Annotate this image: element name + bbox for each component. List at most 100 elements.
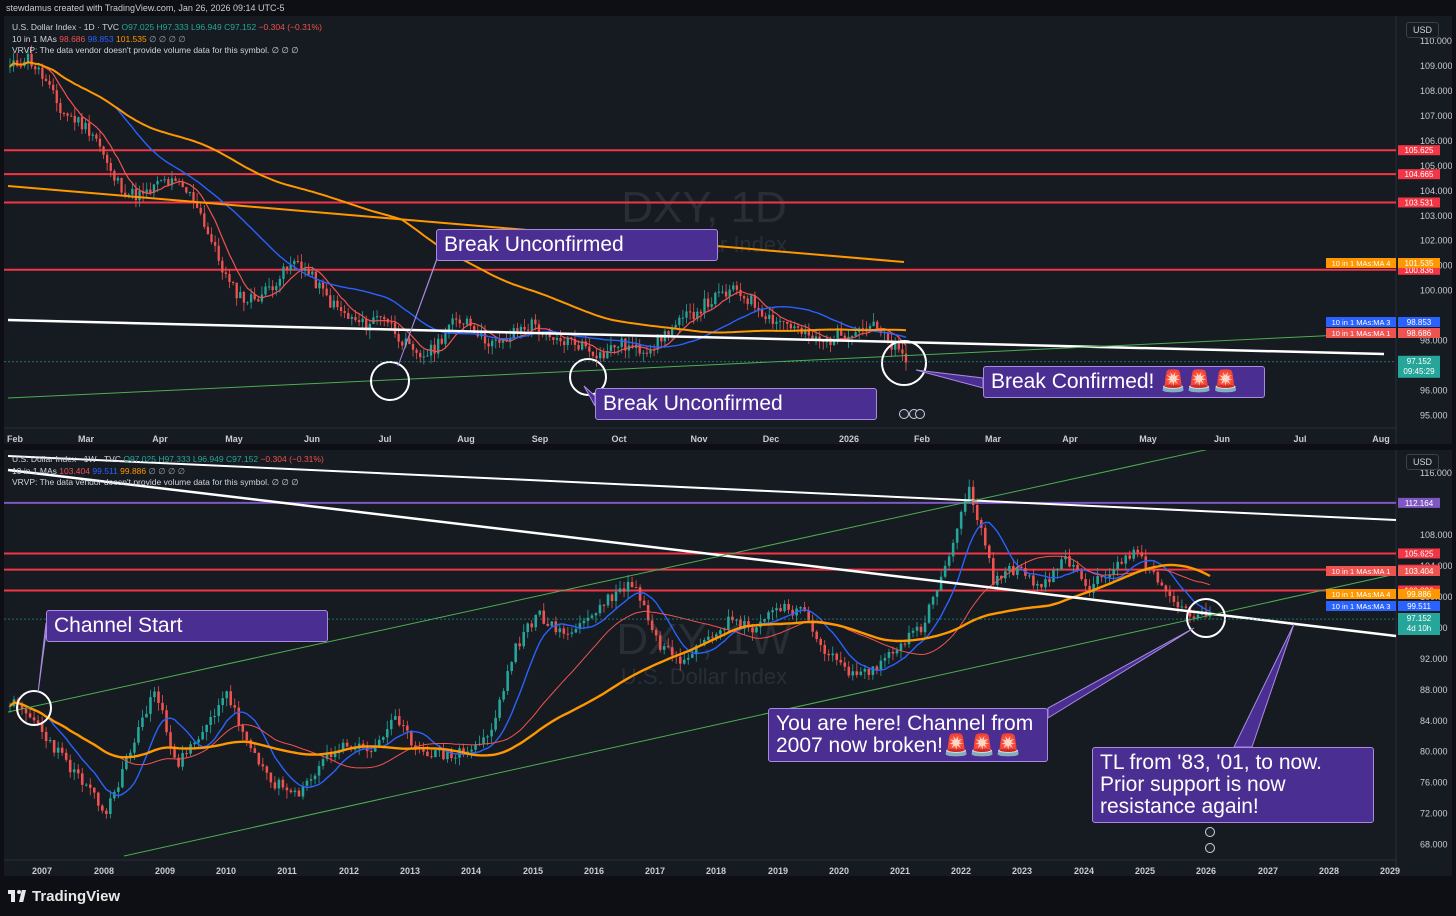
weekly-candle-body <box>867 668 871 675</box>
daily-level-tag-bg-0 <box>1398 145 1440 156</box>
daily-candle-body <box>750 295 753 305</box>
weekly-candle-body <box>931 596 935 605</box>
daily-candle-body <box>84 122 87 130</box>
daily-candle-body <box>688 311 692 313</box>
daily-ma-value-1: 98.853 <box>1407 318 1432 327</box>
weekly-candle-body <box>715 634 718 638</box>
daily-chart-svg[interactable]: DXY, 1DU.S. Dollar Index110.000109.00010… <box>4 16 1452 444</box>
weekly-candle-body <box>670 647 674 656</box>
daily-candle-body <box>199 207 202 214</box>
daily-candle-body <box>670 327 674 337</box>
weekly-candle-body <box>1032 575 1035 586</box>
daily-chart-pane[interactable]: DXY, 1DU.S. Dollar Index110.000109.00010… <box>4 16 1452 444</box>
weekly-highlight-circle-0 <box>16 690 52 726</box>
weekly-candle-body <box>88 784 92 788</box>
weekly-legend-ma3: 99.511 <box>92 465 118 476</box>
weekly-candle-body <box>345 742 349 747</box>
weekly-candle-body <box>402 725 405 727</box>
daily-candle-body <box>296 260 300 262</box>
weekly-x-tick-12: 2019 <box>768 866 788 876</box>
weekly-candle-body <box>763 619 766 622</box>
weekly-candle-body <box>1164 585 1168 592</box>
weekly-candle-body <box>1056 569 1059 571</box>
daily-trendline-1 <box>7 332 1385 399</box>
weekly-candle-body <box>562 628 566 634</box>
weekly-candle-body <box>686 657 690 660</box>
daily-currency-button[interactable]: USD <box>1406 22 1440 38</box>
weekly-candle-body <box>434 750 437 758</box>
weekly-candle-body <box>658 635 662 650</box>
weekly-candle-body <box>305 780 309 786</box>
weekly-candle-body <box>574 628 578 633</box>
weekly-candle-body <box>947 556 951 566</box>
daily-candle-body <box>757 307 760 310</box>
weekly-candle-body <box>253 748 257 753</box>
daily-candle-body <box>239 292 242 299</box>
daily-legend-low: L96.949 <box>190 22 222 32</box>
daily-legend-open: O97.025 <box>121 22 155 32</box>
daily-legend-close: C97.152 <box>224 22 257 32</box>
weekly-candle-body <box>1076 564 1079 571</box>
weekly-candle-body <box>229 691 233 706</box>
daily-candle-body <box>458 319 461 324</box>
daily-candle-body <box>88 122 91 136</box>
daily-candle-body <box>836 329 839 342</box>
daily-candle-body <box>728 289 731 297</box>
weekly-candle-body <box>747 621 750 628</box>
weekly-candle-body <box>470 749 473 752</box>
weekly-candle-body <box>895 650 899 654</box>
weekly-candle-body <box>410 730 413 746</box>
daily-candle-body <box>516 328 519 333</box>
daily-candle-body <box>598 352 602 359</box>
weekly-candle-body <box>943 565 947 577</box>
weekly-candle-body <box>991 558 995 585</box>
weekly-candle-body <box>614 591 618 602</box>
weekly-candle-body <box>1136 549 1140 553</box>
weekly-ma-label-bg-0 <box>1326 566 1396 576</box>
weekly-candle-body <box>157 691 160 703</box>
daily-candle-body <box>19 65 22 67</box>
weekly-x-tick-4: 2011 <box>277 866 297 876</box>
weekly-candle-body <box>277 779 281 789</box>
daily-trendline-2 <box>7 185 905 263</box>
daily-candle-body <box>246 302 249 304</box>
weekly-candle-body <box>406 725 409 731</box>
daily-candle-body <box>217 245 220 261</box>
tradingview-brand[interactable]: TradingView <box>8 888 120 905</box>
weekly-chart-pane[interactable]: DXY, 1WU.S. Dollar Index116.000108.00010… <box>4 450 1452 876</box>
weekly-candle-body <box>1196 614 1200 619</box>
weekly-candle-body <box>847 666 851 676</box>
weekly-candle-body <box>807 611 810 621</box>
weekly-ma3-line <box>9 521 1211 797</box>
daily-x-tick-4: Jun <box>304 434 320 444</box>
daily-candle-body <box>753 295 757 308</box>
daily-candle-body <box>498 339 501 343</box>
weekly-chart-svg[interactable]: DXY, 1WU.S. Dollar Index116.000108.00010… <box>4 450 1452 876</box>
daily-candle-body <box>375 316 379 318</box>
weekly-candle-body <box>1088 585 1091 593</box>
weekly-callout-channel-start: Channel Start <box>46 610 328 642</box>
weekly-x-tick-14: 2021 <box>890 866 910 876</box>
weekly-candle-body <box>225 691 229 699</box>
weekly-candle-body <box>522 632 525 647</box>
weekly-currency-button[interactable]: USD <box>1406 454 1440 470</box>
daily-candle-body <box>397 333 400 342</box>
weekly-callout-you-are-here: You are here! Channel from 2007 now brok… <box>768 708 1048 762</box>
daily-candle-body <box>696 311 699 320</box>
weekly-candle-body <box>630 581 634 588</box>
weekly-candle-body <box>329 752 333 758</box>
daily-candle-body <box>602 352 605 359</box>
daily-ma-label-bg-1 <box>1326 317 1396 327</box>
daily-candle-body <box>904 353 908 363</box>
weekly-candle-body <box>843 662 847 667</box>
weekly-candle-body <box>618 588 622 592</box>
weekly-candle-body <box>165 710 168 733</box>
daily-candle-body <box>850 335 854 337</box>
weekly-candle-body <box>642 600 646 606</box>
daily-candle-body <box>404 338 407 346</box>
weekly-candle-body <box>197 739 200 743</box>
weekly-countdown: 4d 10h <box>1407 624 1431 633</box>
weekly-level-tag-bg-1 <box>1398 548 1440 559</box>
weekly-candle-body <box>731 616 734 621</box>
weekly-candle-body <box>1180 606 1184 608</box>
